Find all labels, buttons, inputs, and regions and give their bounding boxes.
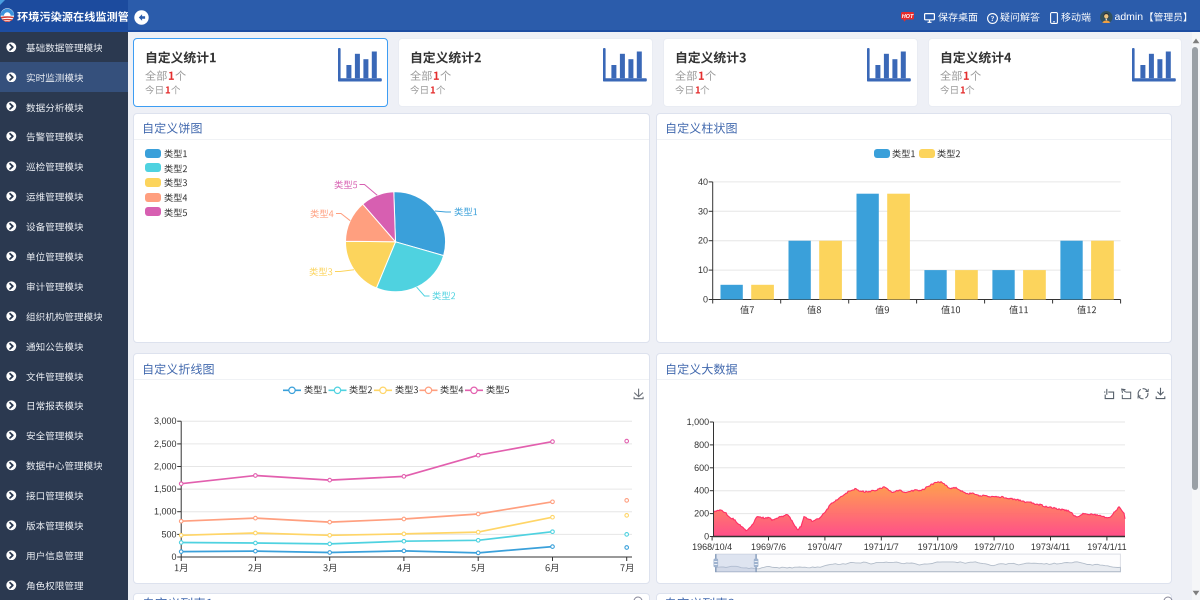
- svg-text:3,000: 3,000: [154, 416, 177, 426]
- svg-text:20: 20: [698, 236, 708, 246]
- svg-text:1971/10/9: 1971/10/9: [918, 542, 958, 552]
- svg-text:1972/7/10: 1972/7/10: [974, 542, 1014, 552]
- svg-text:1,500: 1,500: [154, 484, 177, 494]
- svg-text:1973/4/11: 1973/4/11: [1031, 542, 1070, 552]
- svg-text:10: 10: [698, 265, 708, 275]
- svg-text:HOT: HOT: [901, 14, 913, 20]
- svg-text:2,500: 2,500: [154, 439, 177, 449]
- svg-text:40: 40: [698, 177, 708, 187]
- svg-text:1971/1/7: 1971/1/7: [864, 542, 899, 552]
- svg-text:1974/1/11: 1974/1/11: [1087, 542, 1126, 552]
- svg-text:0: 0: [704, 532, 709, 542]
- svg-text:200: 200: [694, 509, 709, 519]
- svg-text:?: ?: [990, 14, 994, 23]
- svg-text:0: 0: [171, 552, 176, 562]
- svg-text:1,000: 1,000: [154, 507, 177, 517]
- svg-text:0: 0: [703, 295, 708, 305]
- svg-text:1969/7/6: 1969/7/6: [751, 542, 786, 552]
- svg-text:1,000: 1,000: [687, 417, 710, 427]
- svg-text:30: 30: [698, 206, 708, 216]
- svg-text:600: 600: [694, 463, 709, 473]
- svg-text:2,000: 2,000: [154, 462, 177, 472]
- svg-text:500: 500: [161, 529, 176, 539]
- svg-text:1968/10/4: 1968/10/4: [692, 542, 732, 552]
- svg-text:800: 800: [694, 440, 709, 450]
- svg-text:400: 400: [694, 486, 709, 496]
- svg-text:1970/4/7: 1970/4/7: [807, 542, 842, 552]
